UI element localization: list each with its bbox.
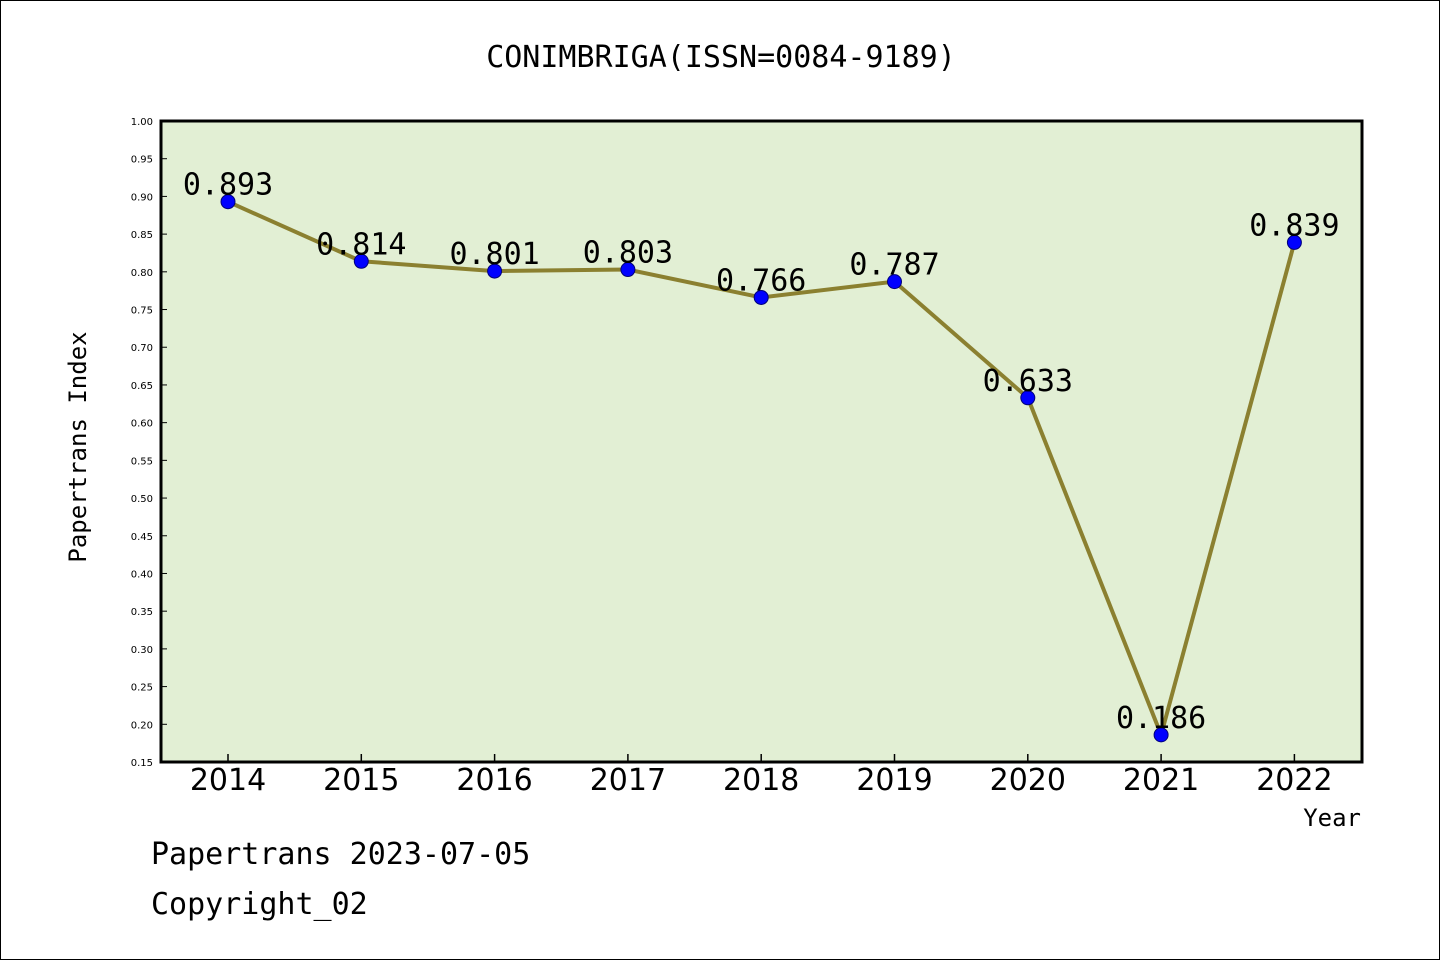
data-label-layer: 0.893 0.814 0.801 0.803 0.766 0.787 0.633 0.186… [183,168,1340,736]
data-point-marker [487,263,503,279]
x-tick-label: 2016 [456,763,532,798]
footer-copyright: Copyright_02 [151,887,368,922]
plot-area [159,119,1364,764]
y-axis-title: Papertrans Index [64,331,92,562]
footer-date: Papertrans 2023-07-05 [151,837,531,872]
data-point-marker [1286,234,1302,250]
x-axis-title: Year [1303,804,1361,832]
y-tick-label: 0.45 [131,532,153,543]
y-tick-label: 0.60 [131,419,153,430]
x-tick-label: 2020 [990,763,1066,798]
y-tick-label: 0.20 [131,720,153,731]
x-tick-label: 2022 [1256,763,1332,798]
data-point-marker [753,289,769,305]
y-tick-label: 0.50 [131,494,153,505]
chart-title: CONIMBRIGA(ISSN=0084-9189) [486,40,956,75]
y-tick-label: 0.35 [131,607,153,618]
y-tick-label: 0.95 [131,155,153,166]
y-tick-label: 0.75 [131,306,153,317]
y-tick-label: 0.15 [131,758,153,769]
y-tick-label: 0.65 [131,381,153,392]
x-tick-label: 2014 [190,763,266,798]
y-tick-label: 0.30 [131,645,153,656]
data-value-label: 0.893 [183,168,273,203]
data-point-marker [1020,390,1036,406]
x-tick-label: 2021 [1123,763,1199,798]
data-point-marker [620,262,636,278]
data-point-marker [1153,727,1169,743]
data-value-label: 0.801 [449,237,539,272]
data-value-label: 0.787 [849,248,939,283]
y-tick-label: 1.00 [131,117,153,128]
y-tick-label: 0.80 [131,268,153,279]
x-tick-label: 2018 [723,763,799,798]
y-tick-label: 0.55 [131,456,153,467]
data-value-label: 0.803 [583,236,673,271]
data-value-label: 0.766 [716,263,806,298]
marker-layer [220,194,1302,743]
data-point-marker [887,274,902,290]
y-tick-label: 0.40 [131,569,153,580]
y-axis: 0.15 0.20 0.25 0.30 0.35 0.40 0.45 0.50 0.55 0.60… [131,117,167,769]
y-tick-label: 0.85 [131,230,153,241]
x-axis: 2014 2015 2016 2017 2018 2019 2020 2021 2022 [190,754,1333,798]
data-value-label: 0.633 [983,364,1073,399]
y-tick-label: 0.90 [131,192,153,203]
data-point-marker [220,194,236,210]
y-tick-label: 0.25 [131,683,153,694]
data-value-label: 0.186 [1116,701,1206,736]
data-point-marker [353,253,369,269]
y-tick-label: 0.70 [131,343,153,354]
data-value-label: 0.839 [1249,208,1339,243]
data-value-label: 0.814 [316,227,406,262]
x-tick-label: 2017 [590,763,666,798]
x-tick-label: 2019 [856,763,932,798]
x-tick-label: 2015 [323,763,399,798]
